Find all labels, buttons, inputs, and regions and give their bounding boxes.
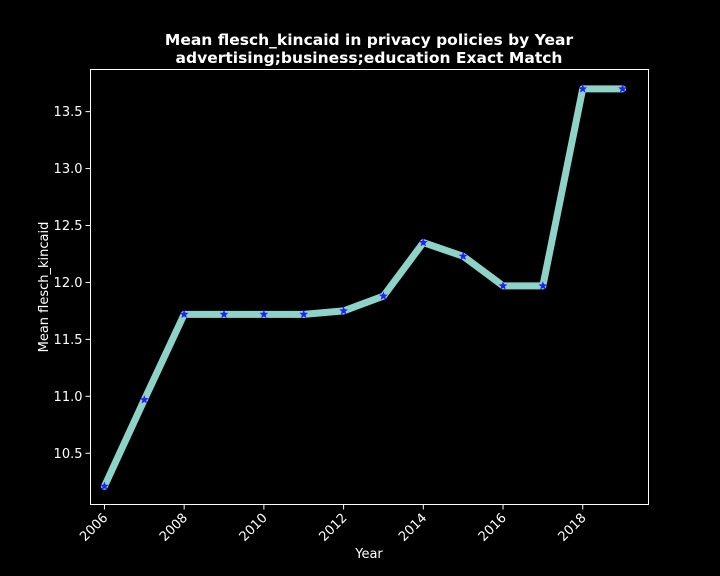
data-point xyxy=(618,84,627,93)
data-point xyxy=(179,309,189,319)
chart-title: Mean flesch_kincaid in privacy policies … xyxy=(164,31,574,49)
y-tick-label: 11.5 xyxy=(54,333,83,348)
x-tick-label: 2006 xyxy=(77,511,111,545)
data-point xyxy=(100,481,109,490)
x-tick-label: 2016 xyxy=(476,511,510,545)
data-point xyxy=(458,251,468,260)
y-tick-label: 12.5 xyxy=(54,219,83,234)
x-tick-label: 2012 xyxy=(316,511,350,545)
data-point xyxy=(219,309,229,319)
data-point xyxy=(578,84,588,93)
chart-subtitle: advertising;business;education Exact Mat… xyxy=(175,49,563,67)
x-axis-label: Year xyxy=(354,547,383,562)
y-tick-label: 11.0 xyxy=(54,390,83,405)
y-tick-label: 13.5 xyxy=(54,105,83,120)
y-tick-label: 10.5 xyxy=(54,447,83,462)
data-point xyxy=(418,237,428,247)
data-point xyxy=(299,309,309,319)
data-point xyxy=(379,291,388,300)
x-tick-label: 2014 xyxy=(396,511,430,545)
data-point xyxy=(498,281,508,290)
series-line xyxy=(100,85,627,490)
y-tick-label: 13.0 xyxy=(54,162,83,177)
series-group xyxy=(100,84,627,490)
x-tick-label: 2018 xyxy=(556,511,590,545)
x-axis: 2006 2008 2010 2012 2014 2016 2018 xyxy=(77,504,590,545)
y-tick-label: 12.0 xyxy=(54,276,83,291)
plot-area xyxy=(90,69,649,505)
data-point xyxy=(339,306,348,315)
data-point xyxy=(139,395,149,404)
x-tick-label: 2008 xyxy=(157,511,191,545)
y-axis-label: Mean flesch_kincaid xyxy=(37,222,52,353)
x-tick-label: 2010 xyxy=(237,511,271,545)
data-point xyxy=(538,281,548,290)
data-point xyxy=(259,309,269,319)
y-axis: 10.5 11.0 11.5 12.0 12.5 13.0 13.5 xyxy=(54,105,91,462)
